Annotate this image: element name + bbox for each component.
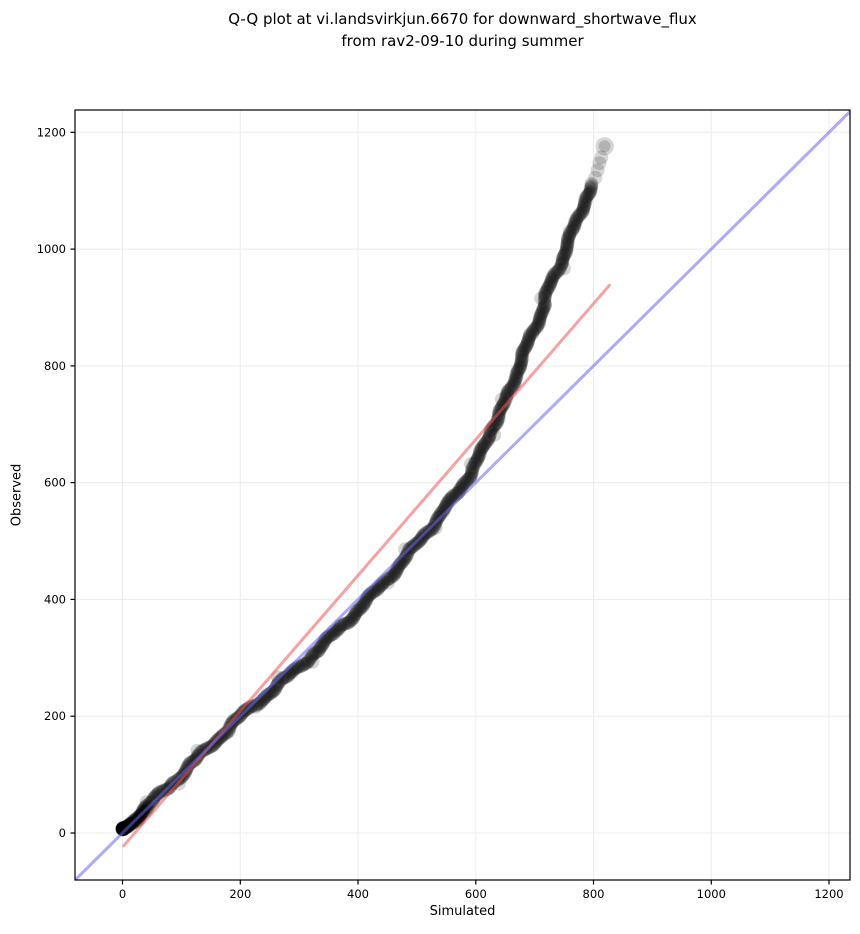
axes-spines (74, 109, 851, 881)
identity-line (75, 110, 850, 880)
x-tick-label: 1000 (697, 887, 726, 901)
y-tick-label: 600 (44, 476, 66, 490)
x-tick-label: 1200 (814, 887, 843, 901)
x-tick-label: 400 (347, 887, 369, 901)
gridlines (75, 110, 850, 880)
y-tick-label: 200 (44, 709, 66, 723)
chart-title: Q-Q plot at vi.landsvirkjun.6670 for dow… (65, 8, 860, 52)
plot-content (75, 110, 850, 880)
x-axis-label: Simulated (429, 904, 496, 919)
x-axis-ticks: 0 200 400 600 800 1000 1200 (119, 880, 844, 901)
y-tick-label: 1200 (37, 125, 66, 139)
y-tick-label: 400 (44, 592, 66, 606)
y-tick-label: 0 (59, 826, 66, 840)
y-tick-label: 1000 (37, 242, 66, 256)
chart-title-line1: Q-Q plot at vi.landsvirkjun.6670 for dow… (228, 10, 697, 28)
scatter-points (115, 137, 614, 837)
x-tick-label: 0 (119, 887, 126, 901)
x-tick-label: 600 (465, 887, 487, 901)
chart-title-line2: from rav2-09-10 during summer (341, 32, 584, 50)
x-tick-label: 200 (229, 887, 251, 901)
x-tick-label: 800 (583, 887, 605, 901)
y-axis-ticks: 0 200 400 600 800 1000 1200 (37, 125, 75, 840)
y-tick-label: 800 (44, 359, 66, 373)
fit-line (122, 283, 611, 848)
